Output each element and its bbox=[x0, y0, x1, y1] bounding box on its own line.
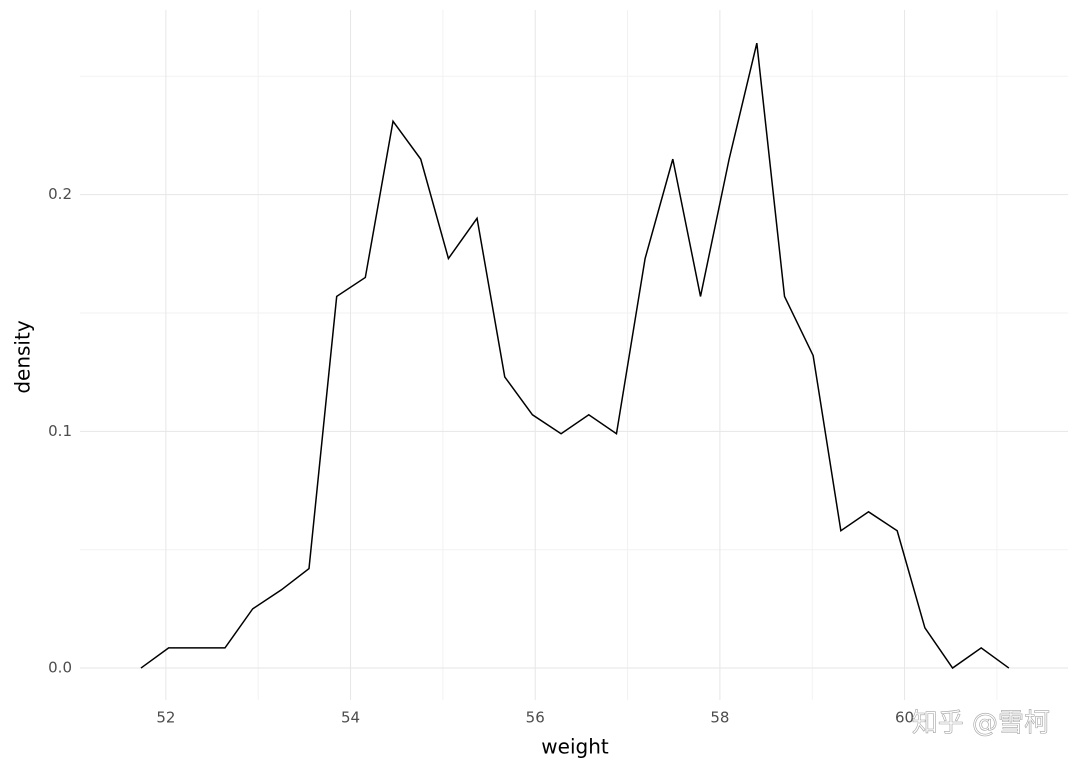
watermark: 知乎 @雪柯 bbox=[912, 709, 1050, 739]
y-tick-label: 0.2 bbox=[48, 185, 72, 203]
x-axis-label: weight bbox=[541, 735, 609, 759]
y-axis-label: density bbox=[11, 320, 35, 393]
data-line bbox=[140, 42, 1010, 670]
x-tick-label: 52 bbox=[156, 709, 175, 727]
y-tick-label: 0.1 bbox=[48, 422, 72, 440]
x-tick-label: 54 bbox=[341, 709, 360, 727]
y-tick-label: 0.0 bbox=[48, 659, 72, 677]
x-tick-label: 58 bbox=[710, 709, 729, 727]
x-tick-label: 60 bbox=[895, 709, 914, 727]
x-tick-label: 56 bbox=[526, 709, 545, 727]
